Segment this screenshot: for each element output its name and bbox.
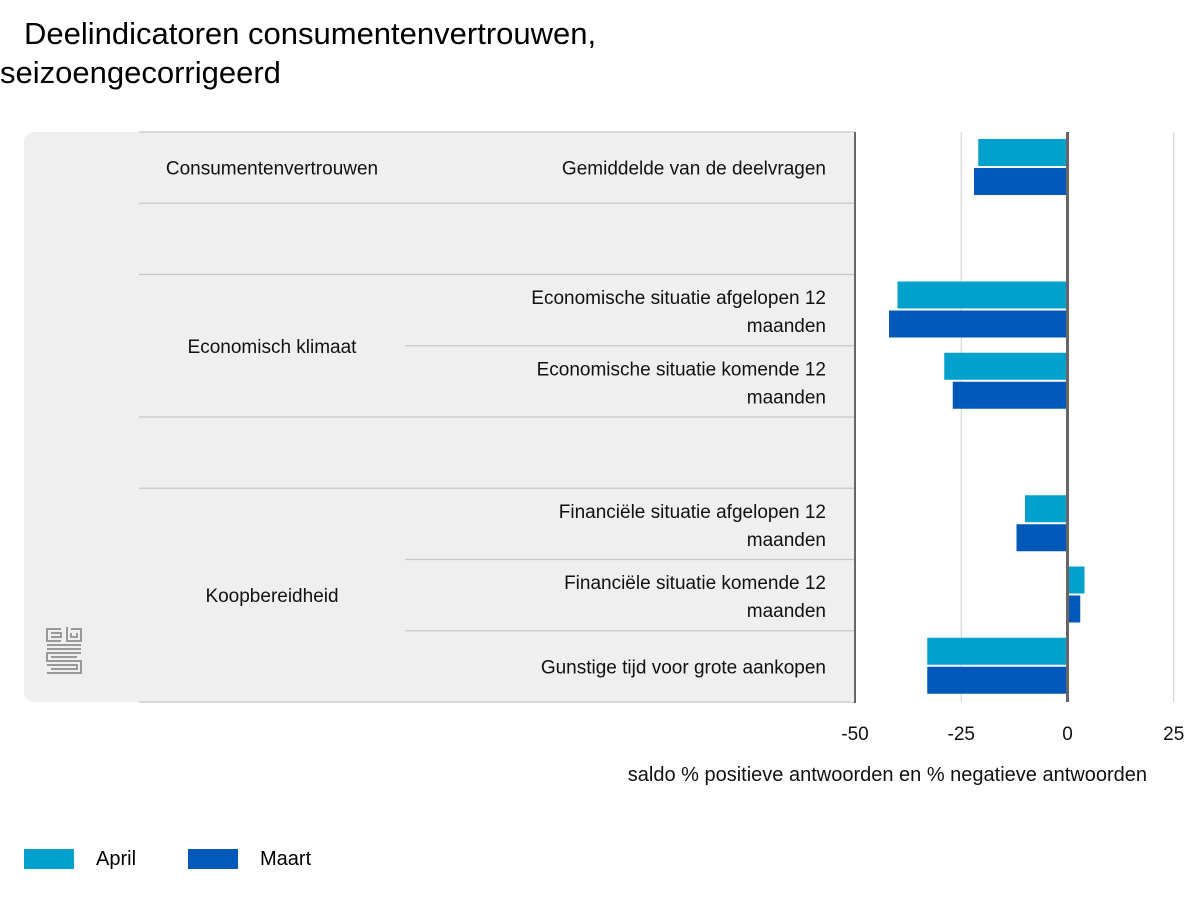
x-tick-label: -50 (841, 724, 868, 745)
group-label: Koopbereidheid (205, 586, 338, 607)
bar-maart (1016, 524, 1068, 552)
legend-item-maart: Maart (188, 848, 311, 871)
bar-maart (1067, 595, 1081, 623)
item-label: Financiële situatie komende 12 maanden (564, 573, 826, 622)
group-label: Consumentenvertrouwen (166, 159, 378, 180)
bar-april (978, 139, 1068, 166)
item-label: Gunstige tijd voor grote aankopen (541, 657, 826, 678)
x-axis-title: saldo % positieve antwoorden en % negati… (628, 764, 1147, 786)
bar-april (897, 281, 1068, 309)
item-label: Gemiddelde van de deelvragen (562, 159, 826, 180)
chart-title-line2: seizoengecorrigeerd (0, 55, 281, 90)
cbs-logo-icon (46, 627, 82, 674)
legend: April Maart (24, 846, 363, 872)
legend-label-april: April (96, 847, 137, 870)
legend-item-april: April (24, 848, 136, 871)
x-tick-label: 0 (1062, 724, 1073, 745)
bar-maart (952, 381, 1068, 409)
bar-april (1067, 566, 1085, 594)
bar-maart (974, 168, 1068, 195)
x-tick-label: 25 (1163, 724, 1184, 745)
legend-swatch-maart (188, 849, 239, 869)
group-label: Economisch klimaat (188, 337, 358, 358)
chart-title: Deelindicatoren consumentenvertrouwen, s… (0, 14, 700, 92)
item-label: Economische situatie afgelopen 12 maanden (531, 288, 826, 337)
legend-swatch-april (24, 849, 74, 869)
bar-april (944, 352, 1068, 380)
bar-maart (927, 666, 1068, 694)
legend-label-maart: Maart (260, 847, 312, 870)
bar-maart (889, 310, 1068, 338)
item-label: Financiële situatie afgelopen 12 maanden (559, 502, 826, 551)
bar-april (927, 637, 1068, 665)
bar-april (1025, 495, 1068, 523)
item-label: Economische situatie komende 12 maanden (537, 359, 826, 408)
chart-title-line1: Deelindicatoren consumentenvertrouwen, (24, 16, 597, 51)
x-tick-label: -25 (948, 724, 975, 745)
